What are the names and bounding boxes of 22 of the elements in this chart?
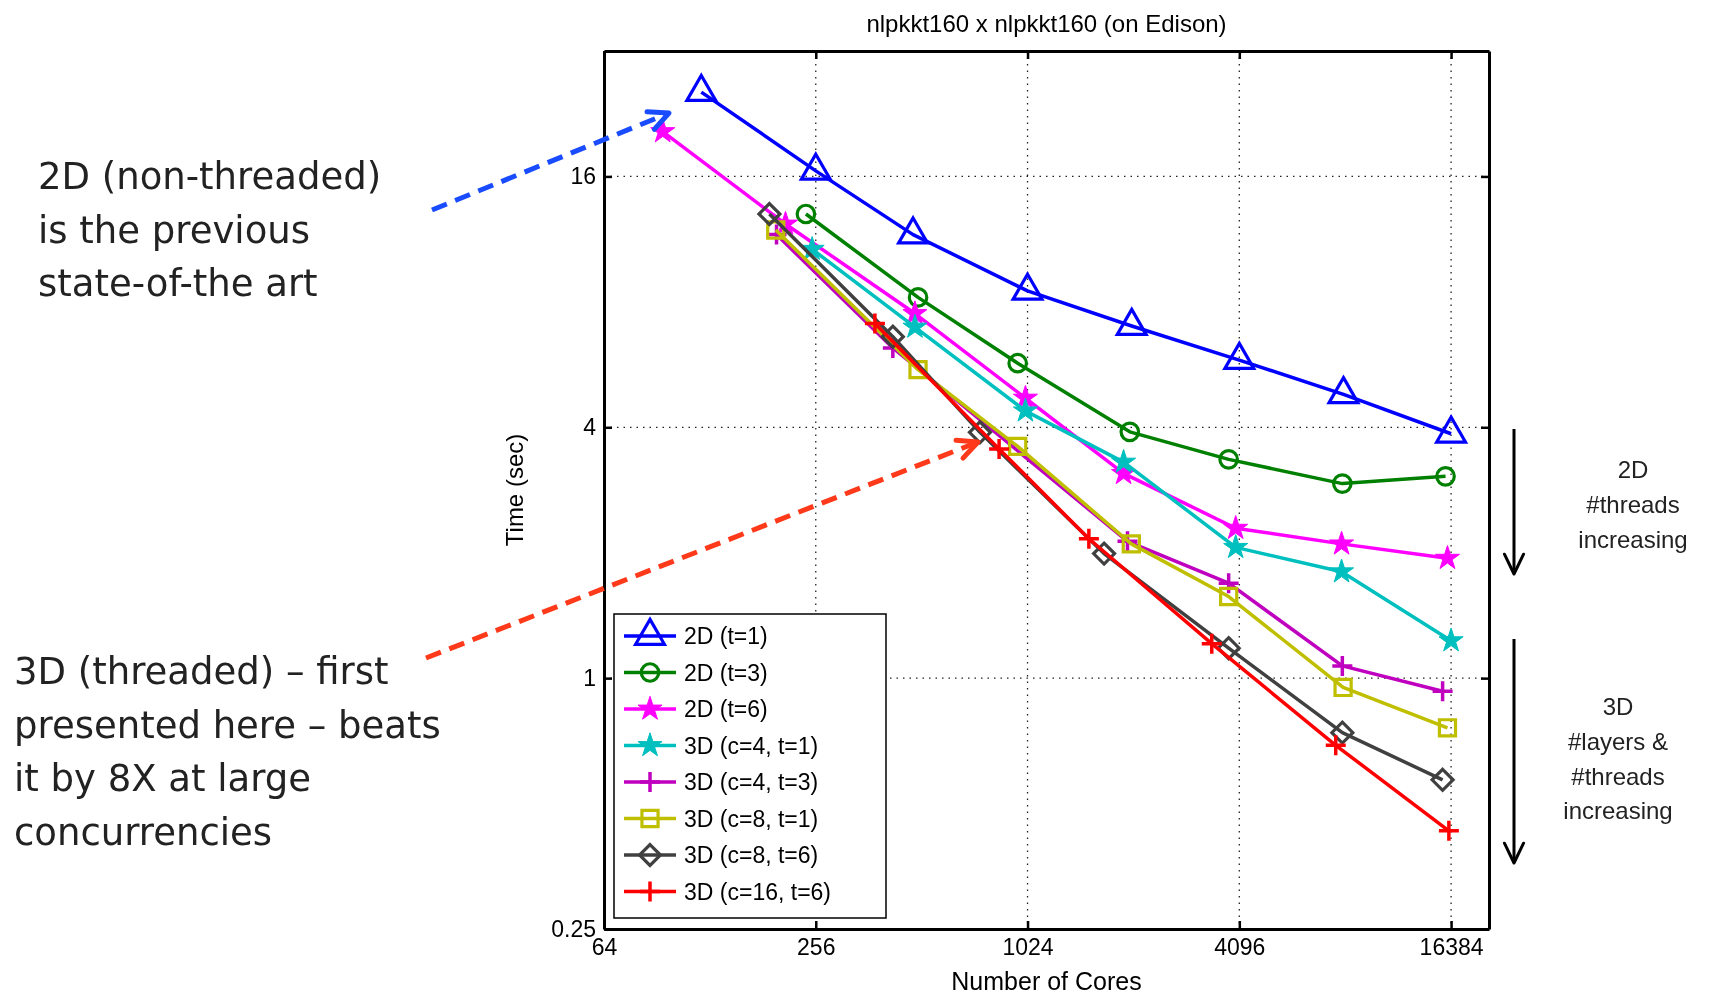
- legend-label: 3D (c=8, t=1): [684, 805, 819, 832]
- text: 3D (threaded) – first presented here – beats it by 8X at large concurrencies: [14, 649, 442, 856]
- x-tick-label: 1024: [1002, 934, 1054, 961]
- x-tick-label: 4096: [1214, 934, 1266, 961]
- y-tick-label: 1: [583, 665, 596, 691]
- legend-label: 3D (c=8, t=6): [684, 842, 819, 868]
- legend-label: 3D (c=16, t=6): [684, 878, 832, 905]
- legend-label: 2D (t=3): [684, 659, 768, 686]
- text: 2D (non-threaded) is the previous state-of-the art: [38, 154, 383, 308]
- x-axis-title: Number of Cores: [951, 967, 1142, 994]
- x-tick-label: 256: [797, 934, 836, 961]
- legend-label: 3D (c=4, t=1): [684, 732, 819, 759]
- y-tick-label: 16: [570, 163, 596, 190]
- x-tick-label: 16384: [1419, 934, 1484, 961]
- legend-label: 2D (t=1): [684, 623, 768, 649]
- y-axis-title: Time (sec): [501, 433, 528, 547]
- chart-title: nlpkkt160 x nlpkkt160 (on Edison): [866, 10, 1227, 37]
- y-tick-label: 4: [583, 414, 597, 441]
- text: 2D #threads increasing: [1577, 455, 1689, 555]
- legend-label: 2D (t=6): [684, 696, 768, 722]
- legend-label: 3D (c=4, t=3): [684, 769, 819, 795]
- text: 3D #layers & #threads increasing: [1562, 692, 1674, 827]
